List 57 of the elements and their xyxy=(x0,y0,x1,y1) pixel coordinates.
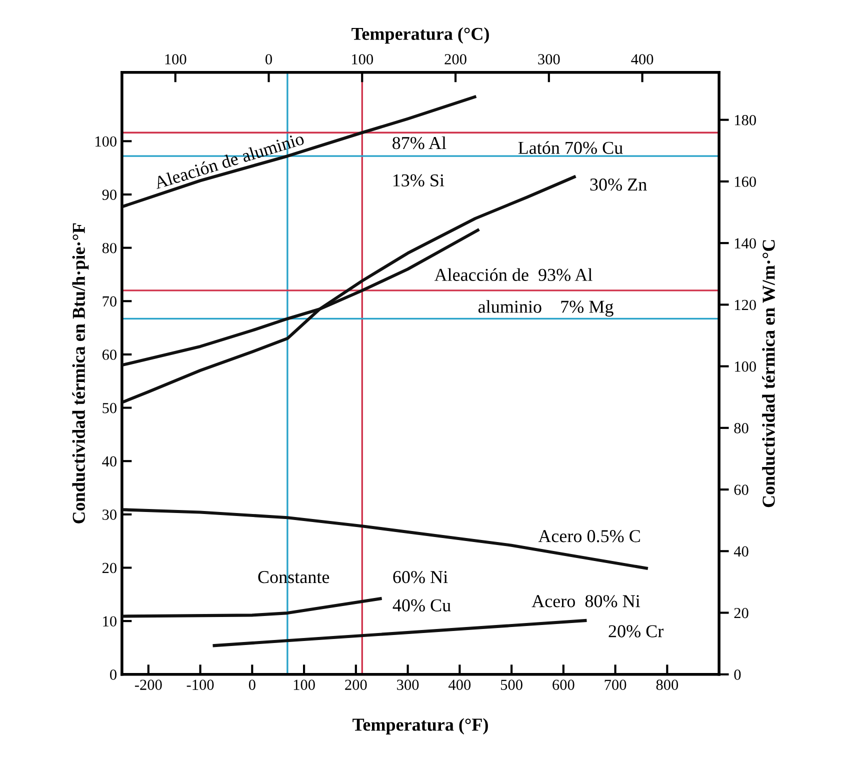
x-tick-label: -200 xyxy=(134,680,162,690)
y2-tick-label: 60 xyxy=(734,484,748,495)
x-tick-label: 500 xyxy=(500,680,522,690)
annotation: 87% Al xyxy=(392,136,446,150)
annotation: Latón 70% Cu xyxy=(518,141,623,154)
x-tick-label: 600 xyxy=(552,680,574,690)
x2-tick-label: 0 xyxy=(266,54,272,64)
y-tick-label: 60 xyxy=(102,350,116,360)
y-tick-label: 50 xyxy=(102,402,116,414)
annotation: Aleacción de 93% Al xyxy=(434,268,592,282)
annotation: 40% Cu xyxy=(392,599,451,612)
y-axis-title: Conductividad térmica en Btu/h·pie·°F xyxy=(72,223,89,524)
y-tick-label: 30 xyxy=(102,510,116,520)
y2-tick-label: 180 xyxy=(734,114,756,126)
annotation: 20% Cr xyxy=(608,625,664,638)
y2-tick-label: 0 xyxy=(734,670,741,680)
annotation: 30% Zn xyxy=(590,178,647,191)
y2-tick-label: 100 xyxy=(734,361,756,372)
x-tick-label: 400 xyxy=(448,680,471,690)
x-axis-title: Temperatura (°F) xyxy=(352,718,488,734)
x-tick-label: 0 xyxy=(248,680,256,690)
y-tick-label: 40 xyxy=(102,456,116,467)
y2-tick-label: 160 xyxy=(734,176,756,187)
y-tick-label: 100 xyxy=(96,136,116,147)
x2-tick-label: 100 xyxy=(352,54,374,64)
y2-tick-label: 140 xyxy=(734,238,756,249)
y2-tick-label: 40 xyxy=(734,546,748,557)
x-tick-label: 800 xyxy=(656,680,678,690)
y-tick-label: 80 xyxy=(102,242,116,254)
y-tick-label: 20 xyxy=(102,562,116,574)
x2-tick-label: 400 xyxy=(631,54,654,64)
y-tick-label: 70 xyxy=(102,296,116,307)
x2-tick-label: 100 xyxy=(165,54,186,64)
x2-tick-label: 300 xyxy=(538,54,560,64)
y-tick-label: 90 xyxy=(102,190,116,200)
annotation: Acero 0.5% C xyxy=(538,530,640,542)
annotation: Aleación de aluminio xyxy=(153,132,305,190)
y-tick-label: 10 xyxy=(103,616,116,626)
annotation: aluminio 7% Mg xyxy=(478,300,614,317)
annotation: Acero 80% Ni xyxy=(532,595,640,608)
line-series xyxy=(122,597,382,618)
x2-axis-title: Temperatura (°C) xyxy=(352,27,489,44)
x-tick-label: 700 xyxy=(604,680,626,690)
y-tick-label: 0 xyxy=(110,670,116,680)
y2-axis-title: Conductividad térmica en W/m·°C xyxy=(762,240,775,508)
annotation: 13% Si xyxy=(393,174,444,187)
x-tick-label: 200 xyxy=(345,680,367,690)
x-tick-label: 100 xyxy=(294,680,315,690)
y2-tick-label: 80 xyxy=(734,423,748,434)
line-series xyxy=(122,95,476,208)
annotation: 60% Ni xyxy=(393,570,448,584)
x-tick-label: 300 xyxy=(397,680,419,690)
x-tick-label: -100 xyxy=(186,680,214,690)
line-series xyxy=(122,508,648,570)
x2-tick-label: 200 xyxy=(444,54,466,64)
y2-tick-label: 120 xyxy=(734,300,756,310)
y2-tick-label: 20 xyxy=(734,608,748,618)
